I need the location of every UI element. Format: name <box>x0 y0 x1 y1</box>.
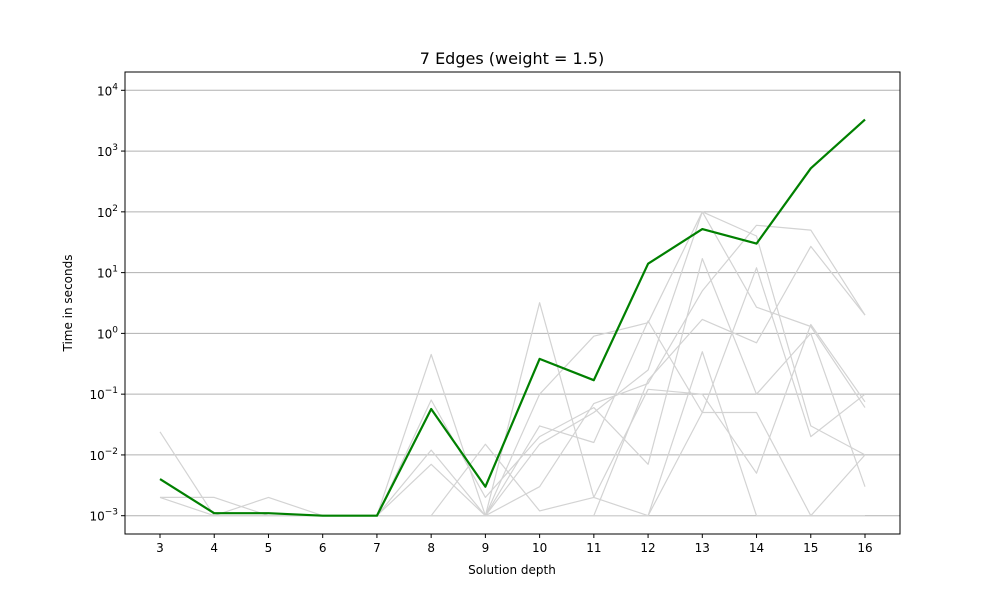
y-tick-label: 104 <box>97 82 118 98</box>
background-series-line <box>160 320 866 517</box>
y-tick-label: 103 <box>97 143 118 159</box>
x-tick-label: 16 <box>857 541 872 555</box>
grid-lines <box>125 89 900 517</box>
y-tick-label: 10−1 <box>89 386 118 402</box>
y-tick-label: 102 <box>97 204 118 220</box>
x-tick-label: 12 <box>640 541 655 555</box>
highlight-series-group <box>159 118 866 517</box>
x-tick-label: 14 <box>749 541 764 555</box>
x-tick-label: 9 <box>482 541 490 555</box>
x-tick-label: 15 <box>803 541 818 555</box>
background-series-line <box>160 245 866 517</box>
x-tick-label: 13 <box>695 541 710 555</box>
x-tick-label: 8 <box>427 541 435 555</box>
highlight-series-line <box>159 118 866 517</box>
y-tick-label: 10−3 <box>89 508 118 524</box>
background-series-group <box>159 211 866 517</box>
background-series-line <box>159 302 866 517</box>
y-axis-label: Time in seconds <box>61 255 75 353</box>
y-tick-label: 10−2 <box>89 447 118 463</box>
x-tick-label: 6 <box>319 541 327 555</box>
x-axis-ticks: 3 4 5 6 7 8 9 10 11 12 13 14 15 16 <box>156 534 873 555</box>
background-series-line <box>160 224 866 517</box>
x-axis-label: Solution depth <box>468 563 556 577</box>
x-tick-label: 4 <box>210 541 218 555</box>
chart-title: 7 Edges (weight = 1.5) <box>420 49 604 68</box>
x-tick-label: 3 <box>156 541 164 555</box>
y-axis-ticks: 10−3 10−2 10−1 100 101 102 103 104 <box>89 82 125 524</box>
x-tick-label: 10 <box>532 541 547 555</box>
x-tick-label: 11 <box>586 541 601 555</box>
x-tick-label: 7 <box>373 541 381 555</box>
y-tick-label: 101 <box>97 265 118 281</box>
plot-frame <box>124 71 901 535</box>
background-series-line <box>160 351 865 517</box>
y-tick-label: 100 <box>97 325 118 341</box>
x-tick-label: 5 <box>265 541 273 555</box>
